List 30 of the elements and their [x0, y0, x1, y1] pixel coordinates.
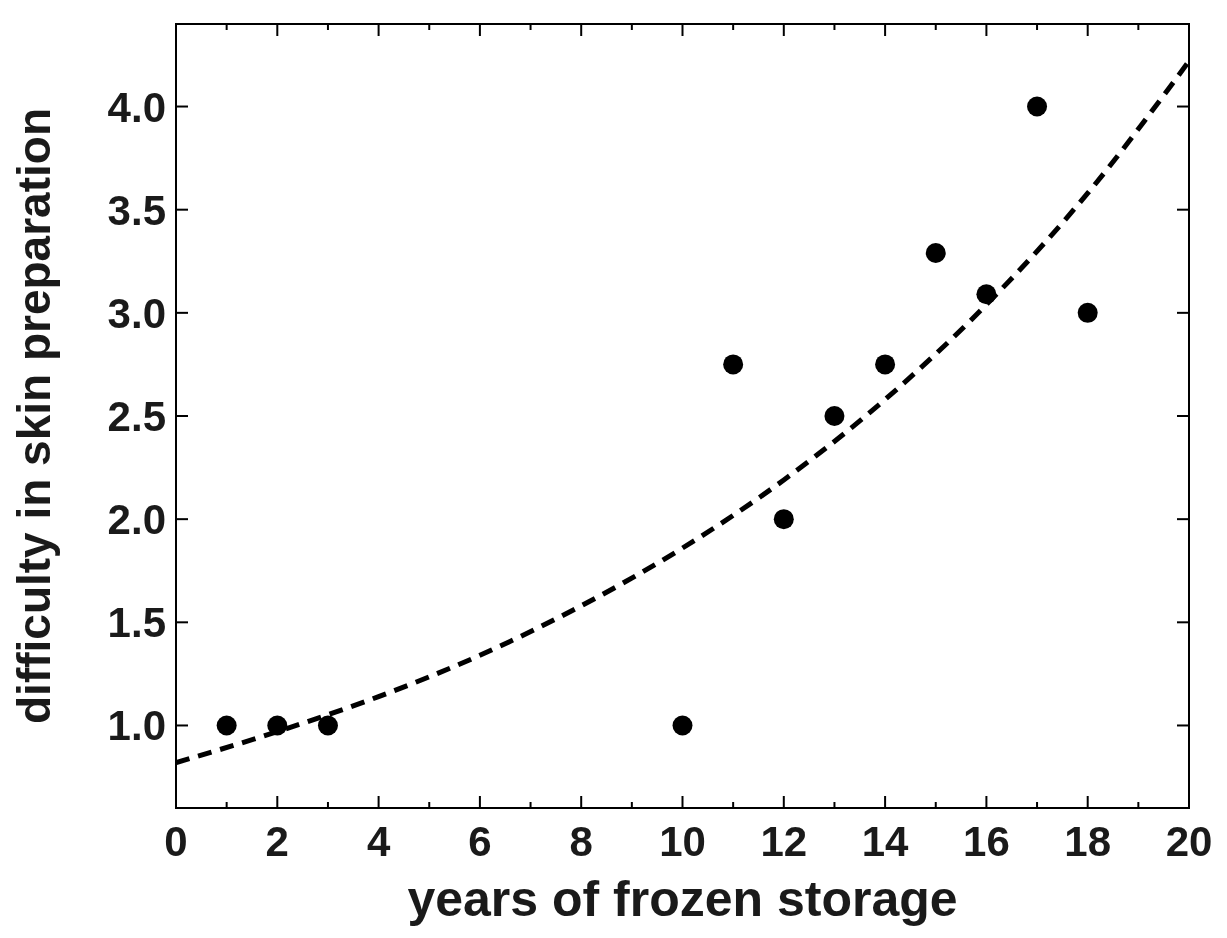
x-axis-title: years of frozen storage — [407, 871, 958, 927]
y-tick-label: 2.5 — [107, 393, 166, 440]
x-tick-label: 12 — [760, 818, 808, 865]
y-tick-label: 4.0 — [107, 83, 166, 131]
x-tick-label: 8 — [569, 818, 593, 865]
y-tick-label: 2.0 — [107, 496, 166, 544]
point — [317, 715, 338, 736]
x-tick-label: 14 — [861, 818, 910, 865]
x-tick-label: 2 — [265, 818, 289, 865]
x-tick-label: 20 — [1165, 818, 1213, 865]
point — [1027, 96, 1048, 117]
y-tick-label: 1.5 — [107, 599, 166, 647]
x-tick-label: 18 — [1064, 818, 1112, 865]
point — [875, 354, 896, 375]
x-tick-label: 4 — [366, 818, 391, 865]
point — [723, 354, 744, 375]
point — [1077, 302, 1098, 323]
y-tick-label: 1.0 — [107, 702, 166, 750]
point — [925, 243, 946, 264]
point — [824, 406, 845, 426]
point — [672, 715, 693, 736]
x-tick-label: 10 — [659, 818, 706, 865]
y-axis-title: difficulty in skin preparation — [8, 108, 60, 724]
y-tick-label: 3.5 — [107, 186, 166, 234]
x-tick-label: 0 — [164, 818, 188, 865]
x-tick-label: 6 — [468, 818, 492, 865]
x-tick-label: 16 — [963, 818, 1010, 865]
point — [216, 715, 237, 736]
point — [773, 509, 794, 530]
y-tick-label: 3.0 — [107, 289, 166, 337]
